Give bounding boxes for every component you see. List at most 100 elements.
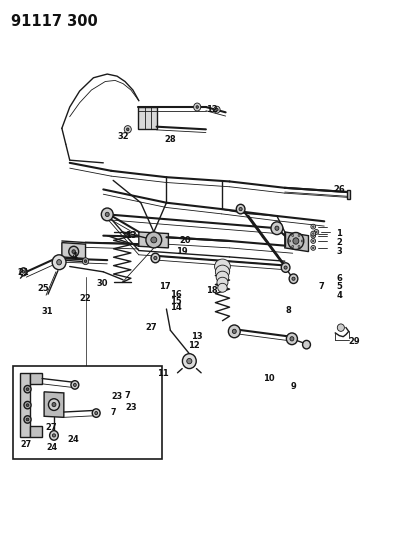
Bar [13, 366, 162, 459]
Polygon shape [139, 232, 168, 248]
Text: 4: 4 [72, 253, 78, 261]
Text: 12: 12 [188, 341, 200, 350]
Polygon shape [62, 243, 86, 259]
Ellipse shape [292, 245, 294, 247]
Text: 15: 15 [170, 296, 182, 305]
Ellipse shape [24, 401, 31, 409]
Ellipse shape [301, 240, 303, 242]
Text: 18: 18 [206, 286, 218, 295]
Ellipse shape [71, 381, 79, 389]
Ellipse shape [217, 277, 228, 288]
Text: 27: 27 [146, 323, 157, 332]
Text: 6: 6 [336, 273, 342, 282]
Ellipse shape [303, 341, 310, 349]
Ellipse shape [232, 329, 236, 334]
Ellipse shape [312, 233, 314, 235]
Ellipse shape [20, 268, 27, 276]
Ellipse shape [48, 399, 59, 410]
Ellipse shape [312, 226, 314, 228]
Ellipse shape [290, 337, 294, 341]
Ellipse shape [74, 383, 76, 386]
Ellipse shape [239, 207, 242, 211]
Ellipse shape [24, 416, 31, 423]
Text: 27: 27 [46, 423, 57, 432]
Ellipse shape [293, 238, 299, 244]
Text: 5: 5 [336, 282, 342, 291]
Ellipse shape [311, 239, 316, 244]
Text: 7: 7 [124, 391, 130, 400]
Polygon shape [30, 373, 42, 384]
Ellipse shape [26, 404, 29, 407]
Text: 13: 13 [191, 332, 203, 341]
Ellipse shape [194, 103, 201, 111]
Ellipse shape [69, 246, 79, 257]
Text: 25: 25 [38, 284, 49, 293]
Text: 17: 17 [159, 282, 170, 291]
Polygon shape [30, 426, 42, 437]
Text: 2: 2 [336, 238, 342, 247]
Text: 10: 10 [263, 374, 275, 383]
Text: 9: 9 [291, 382, 296, 391]
Ellipse shape [311, 246, 316, 251]
Text: 29: 29 [348, 337, 360, 346]
Ellipse shape [236, 204, 245, 214]
Ellipse shape [215, 259, 230, 274]
Polygon shape [138, 107, 156, 130]
Ellipse shape [286, 333, 297, 345]
Ellipse shape [312, 247, 314, 249]
Ellipse shape [187, 359, 192, 364]
Ellipse shape [289, 240, 291, 242]
Text: 24: 24 [46, 443, 57, 452]
Text: 12: 12 [206, 105, 218, 114]
Polygon shape [44, 392, 64, 417]
Text: 28: 28 [165, 135, 176, 144]
Ellipse shape [52, 402, 56, 407]
Ellipse shape [215, 265, 230, 279]
Text: 16: 16 [170, 289, 182, 298]
Ellipse shape [311, 224, 316, 229]
Ellipse shape [52, 434, 55, 437]
Ellipse shape [216, 108, 218, 111]
Ellipse shape [72, 250, 76, 254]
Text: 7: 7 [110, 408, 116, 417]
Text: 19: 19 [175, 247, 187, 256]
Ellipse shape [216, 271, 229, 283]
Text: 26: 26 [333, 185, 345, 194]
Polygon shape [21, 373, 30, 437]
Text: 27: 27 [21, 440, 32, 449]
Ellipse shape [26, 418, 29, 421]
Text: 23: 23 [125, 403, 137, 412]
Ellipse shape [289, 274, 298, 284]
Text: 11: 11 [156, 369, 168, 378]
Ellipse shape [124, 126, 131, 133]
Ellipse shape [298, 235, 300, 237]
Ellipse shape [84, 260, 87, 263]
Ellipse shape [292, 235, 294, 237]
Text: 3: 3 [336, 247, 342, 256]
Text: 14: 14 [170, 303, 182, 312]
Ellipse shape [228, 325, 240, 338]
Text: 20: 20 [179, 237, 191, 246]
Polygon shape [285, 232, 308, 252]
Text: 21: 21 [18, 269, 29, 277]
Ellipse shape [57, 260, 61, 265]
Ellipse shape [95, 411, 97, 415]
Text: 30: 30 [97, 279, 108, 288]
Text: 91117 300: 91117 300 [11, 14, 97, 29]
Ellipse shape [154, 256, 157, 260]
Text: 7: 7 [318, 282, 324, 291]
Ellipse shape [101, 208, 113, 221]
Ellipse shape [196, 106, 198, 108]
Ellipse shape [23, 270, 25, 273]
Ellipse shape [284, 266, 287, 269]
Ellipse shape [312, 240, 314, 242]
Ellipse shape [214, 106, 220, 113]
Ellipse shape [311, 231, 316, 236]
Text: 31: 31 [42, 307, 53, 316]
Ellipse shape [151, 237, 157, 243]
Ellipse shape [218, 284, 227, 292]
Text: 22: 22 [80, 294, 91, 303]
Ellipse shape [183, 354, 196, 368]
Ellipse shape [298, 245, 300, 247]
Ellipse shape [50, 431, 58, 440]
